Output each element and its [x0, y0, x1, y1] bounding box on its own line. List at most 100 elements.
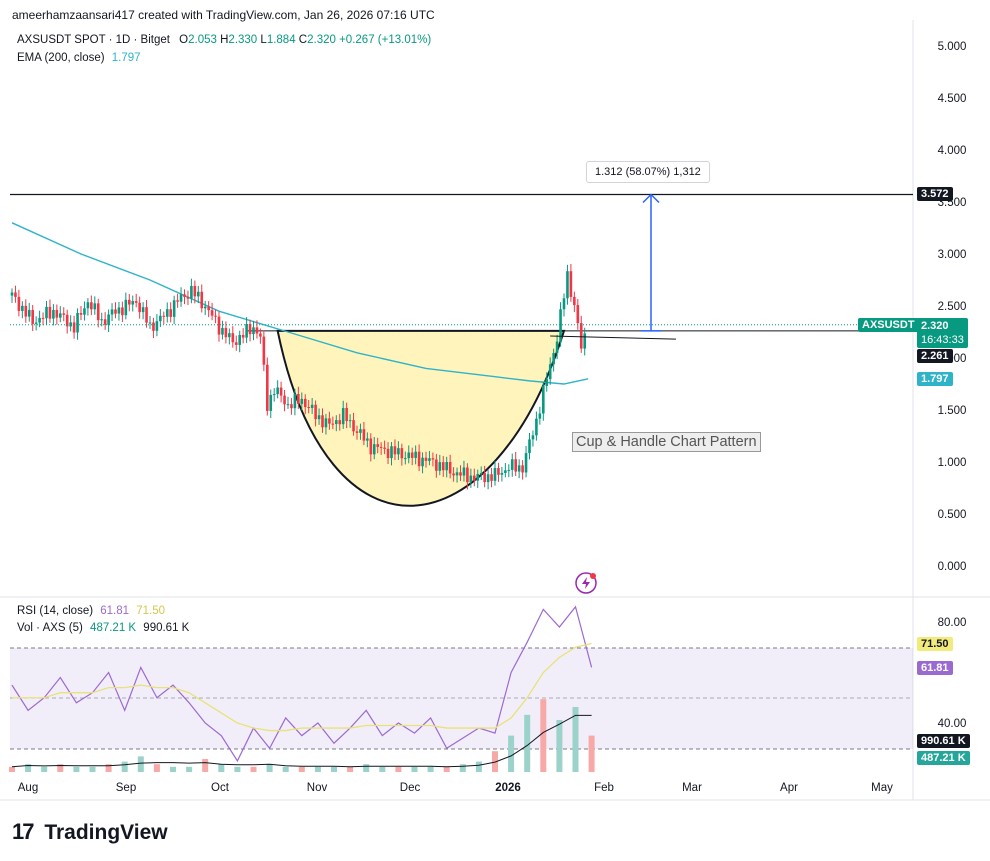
candle-body — [14, 292, 17, 297]
candle-body — [234, 342, 238, 345]
pattern-label[interactable]: Cup & Handle Chart Pattern — [572, 432, 761, 452]
candle-body — [417, 451, 421, 467]
candle-body — [79, 312, 83, 315]
candle-body — [431, 458, 435, 460]
high-label: H — [220, 34, 229, 46]
candle-body — [459, 472, 462, 476]
candle-body — [583, 333, 586, 349]
candle-body — [552, 353, 555, 365]
candle-body — [569, 271, 573, 297]
rsi-tick: 40.00 — [938, 718, 967, 730]
candle-body — [514, 459, 517, 472]
candle-body — [410, 452, 414, 458]
tradingview-logo: 17 TradingView — [12, 819, 168, 845]
candle-body — [252, 327, 255, 335]
volume-bar — [443, 766, 450, 772]
price-candles — [10, 263, 586, 490]
candle-body — [21, 305, 24, 311]
candle-body — [131, 301, 135, 305]
candle-body — [462, 467, 466, 476]
candle-body — [38, 317, 41, 323]
price-tick: 0.500 — [938, 509, 967, 521]
candle-body — [162, 315, 166, 317]
candle-body — [31, 310, 34, 324]
candle-body — [521, 465, 524, 473]
lightning-icon[interactable] — [575, 572, 597, 594]
candle-body — [579, 323, 583, 349]
candle-body — [376, 444, 379, 447]
price-tick: 1.000 — [938, 457, 967, 469]
measure-label[interactable]: 1.312 (58.07%) 1,312 — [586, 161, 710, 183]
candle-body — [400, 448, 404, 459]
low-label: L — [260, 34, 267, 46]
volume-bar — [459, 764, 466, 772]
candle-body — [542, 385, 545, 414]
volume-bar — [508, 735, 515, 772]
volume-bar — [57, 764, 64, 772]
volume-bar — [153, 764, 160, 772]
volume-bar — [266, 764, 273, 772]
candle-body — [441, 462, 445, 471]
candle-body — [207, 306, 210, 311]
candle-body — [286, 404, 290, 406]
candle-body — [486, 474, 490, 483]
candle-body — [34, 322, 38, 324]
volume-bar — [331, 766, 337, 772]
rsi-tick: 80.00 — [938, 617, 967, 629]
candle-body — [217, 316, 221, 335]
candle-body — [321, 415, 324, 428]
candle-body — [238, 334, 241, 345]
time-tick: Sep — [116, 782, 136, 794]
volume-bar — [121, 761, 128, 772]
volume-bar — [427, 766, 434, 772]
rsi-legend: RSI (14, close) 61.81 71.50 — [17, 605, 165, 617]
candle-body — [303, 398, 307, 408]
price-tick: 5.000 — [938, 41, 967, 53]
volume-bar — [363, 764, 370, 772]
candle-body — [128, 299, 131, 305]
time-tick: Apr — [780, 782, 798, 794]
candle-body — [65, 314, 69, 327]
candle-body — [359, 429, 362, 433]
symbol-line: AXSUSDT SPOT · 1D · Bitget — [17, 34, 170, 46]
cup-pattern — [276, 329, 566, 507]
candle-body — [414, 451, 417, 458]
volume-bar — [379, 766, 386, 772]
candle-body — [107, 314, 110, 325]
rsi-value: 61.81 — [100, 605, 130, 617]
candle-body — [531, 435, 535, 440]
candle-body — [355, 431, 359, 433]
candle-body — [548, 364, 552, 380]
candle-body — [393, 446, 397, 455]
candle-body — [266, 364, 269, 411]
candle-body — [86, 302, 90, 309]
candle-body — [407, 452, 411, 459]
candle-body — [573, 296, 576, 306]
candle-body — [110, 309, 114, 315]
candle-body — [348, 420, 352, 422]
candle-body — [535, 418, 538, 436]
candle-body — [386, 448, 390, 459]
volume-bar — [218, 764, 225, 772]
close-value: 2.320 — [307, 34, 336, 46]
price-tick: 4.500 — [938, 93, 967, 105]
price-tick: 4.000 — [938, 145, 967, 157]
candle-body — [576, 305, 580, 324]
candle-body — [397, 448, 400, 455]
candle-body — [259, 333, 262, 337]
volume-bar — [524, 714, 531, 772]
time-tick: Feb — [594, 782, 614, 794]
candle-body — [203, 306, 207, 309]
high-value: 2.330 — [228, 34, 258, 46]
candle-body — [45, 306, 48, 319]
candle-body — [159, 315, 162, 322]
candle-body — [455, 472, 459, 476]
candle-body — [476, 474, 480, 481]
candle-body — [379, 446, 383, 448]
candle-body — [528, 439, 531, 454]
time-tick: May — [871, 782, 893, 794]
handle-price-tag: 2.261 — [917, 349, 953, 363]
ema-value: 1.797 — [111, 52, 141, 64]
candle-body — [428, 458, 431, 461]
